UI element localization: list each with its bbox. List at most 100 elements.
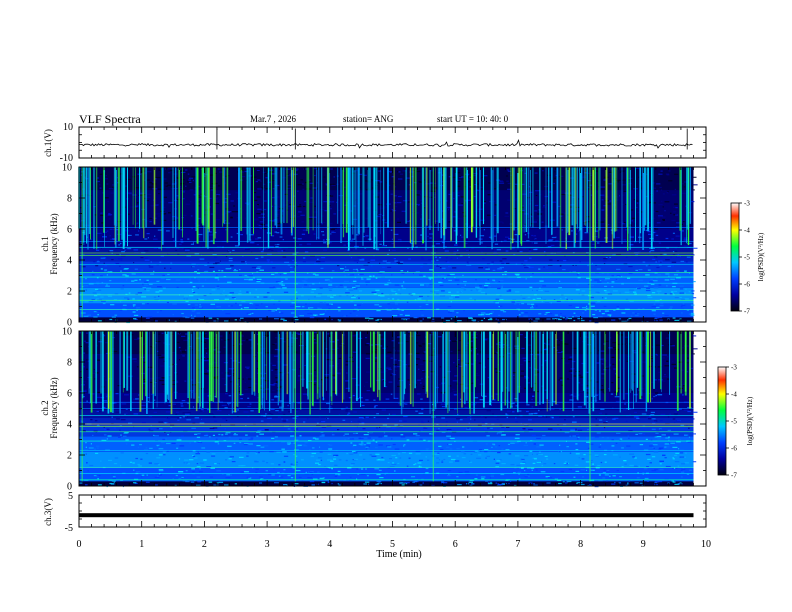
spectrogram-speckle bbox=[131, 280, 135, 282]
spectrogram-speckle bbox=[682, 467, 685, 469]
spectrogram-speckle bbox=[346, 288, 349, 291]
spectrogram-speckle bbox=[209, 476, 214, 478]
spectrogram-speckle bbox=[403, 445, 405, 447]
spectrogram-speckle bbox=[454, 244, 458, 246]
spectrogram-speckle bbox=[375, 277, 378, 279]
spectrogram-speckle bbox=[255, 304, 259, 306]
spectrogram-speckle bbox=[187, 402, 190, 404]
spectrogram-speckle bbox=[256, 296, 260, 298]
spectrogram-speckle bbox=[579, 425, 581, 427]
spectrogram-speckle bbox=[170, 426, 173, 428]
spectrogram-speckle bbox=[546, 392, 550, 394]
spectrogram-speckle bbox=[315, 462, 319, 464]
spectrogram-speckle bbox=[495, 482, 498, 484]
spectrogram-speckle bbox=[425, 456, 427, 458]
spectrogram-speckle bbox=[343, 244, 346, 246]
spectrogram-speckle bbox=[97, 478, 99, 480]
spectrogram-speckle bbox=[405, 314, 410, 316]
spectrogram-speckle bbox=[158, 193, 160, 195]
spectrogram-speckle bbox=[387, 266, 392, 268]
spectrogram-speckle bbox=[436, 462, 440, 464]
spectrogram-speckle bbox=[217, 185, 221, 187]
spectrogram-speckle bbox=[184, 169, 188, 171]
spectrogram-speckle bbox=[313, 211, 318, 213]
spectrogram-speckle bbox=[327, 333, 331, 335]
spectrogram-speckle bbox=[226, 339, 230, 341]
spectrogram-speckle bbox=[474, 183, 477, 186]
start-time-label: start UT = 10: 40: 0 bbox=[437, 114, 509, 124]
spectrogram-speckle bbox=[108, 188, 113, 190]
spectrogram-speckle bbox=[125, 293, 128, 295]
spectrogram-speckle bbox=[534, 210, 538, 212]
spectrogram-speckle bbox=[152, 237, 155, 239]
spectrogram-speckle bbox=[248, 386, 252, 389]
spectrogram-speckle bbox=[238, 391, 240, 393]
spectrogram-speckle bbox=[478, 314, 483, 316]
spectrogram-speckle bbox=[365, 416, 369, 418]
spectrogram-speckle bbox=[460, 291, 463, 293]
spectrogram-speckle bbox=[172, 383, 177, 386]
spectrogram-speckle bbox=[522, 461, 526, 463]
spectrogram-speckle bbox=[589, 332, 593, 334]
spectrogram-speckle bbox=[590, 305, 595, 307]
spectrogram-speckle bbox=[334, 230, 338, 232]
spectrogram-speckle bbox=[608, 183, 613, 185]
spectrogram-speckle bbox=[499, 424, 503, 426]
spectrogram-speckle bbox=[530, 303, 535, 305]
spectrogram-speckle bbox=[419, 484, 423, 486]
spectrogram-speckle bbox=[598, 246, 601, 248]
spectrogram-speckle bbox=[205, 279, 207, 281]
spectrogram-speckle bbox=[429, 373, 435, 375]
spectrogram-speckle bbox=[582, 227, 585, 229]
spectrogram-speckle bbox=[308, 307, 310, 309]
spectrogram-speckle bbox=[627, 277, 631, 279]
spectrogram-speckle bbox=[309, 182, 314, 184]
spectrogram-speckle bbox=[303, 332, 308, 334]
spectrogram-speckle bbox=[301, 306, 305, 308]
spectrogram-speckle bbox=[587, 303, 591, 305]
spectrogram-speckle bbox=[251, 176, 257, 178]
spectrogram-speckle bbox=[189, 201, 192, 203]
spectrogram-speckle bbox=[393, 372, 396, 374]
spectrogram-speckle bbox=[587, 283, 590, 285]
spectrogram-speckle bbox=[514, 437, 520, 439]
spectrogram-speckle bbox=[550, 408, 555, 410]
spectrogram-speckle bbox=[234, 409, 239, 411]
spectrogram-speckle bbox=[135, 234, 139, 236]
spectrogram-speckle bbox=[375, 427, 379, 429]
spectrogram-speckle bbox=[167, 434, 169, 436]
spectrogram-speckle bbox=[486, 427, 491, 429]
spectrogram-speckle bbox=[572, 316, 574, 318]
spectrogram-speckle bbox=[188, 179, 191, 181]
spectrogram-speckle bbox=[257, 208, 262, 210]
spectrogram-speckle bbox=[119, 309, 123, 311]
spectrogram-speckle bbox=[602, 401, 605, 403]
spectrogram-speckle bbox=[387, 365, 389, 368]
spectrogram-speckle bbox=[603, 205, 607, 207]
spectrogram-speckle bbox=[692, 247, 698, 249]
spectrogram-speckle bbox=[434, 220, 439, 222]
spectrogram-speckle bbox=[192, 307, 195, 309]
spectrogram-speckle bbox=[366, 448, 368, 450]
spectrogram-speckle bbox=[568, 378, 573, 380]
spectrogram-speckle bbox=[207, 262, 210, 264]
spectrogram-speckle bbox=[477, 424, 482, 426]
spectrogram-speckle bbox=[294, 283, 299, 285]
spectrogram-speckle bbox=[412, 375, 415, 377]
spectrogram-speckle bbox=[194, 253, 200, 255]
spectrogram-speckle bbox=[474, 419, 476, 421]
spectrogram-speckle bbox=[230, 236, 233, 238]
spectrogram-speckle bbox=[423, 275, 426, 277]
spectrogram-speckle bbox=[549, 259, 553, 261]
spectrogram-speckle bbox=[326, 359, 331, 361]
spectrogram-speckle bbox=[680, 383, 685, 385]
spectrogram-speckle bbox=[199, 417, 202, 420]
spectrogram-speckle bbox=[449, 437, 455, 439]
spectrogram-speckle bbox=[655, 234, 659, 236]
spectrogram-speckle bbox=[494, 243, 499, 245]
spectrogram-speckle bbox=[595, 222, 599, 224]
spectrogram-speckle bbox=[345, 364, 349, 366]
spectrogram-speckle bbox=[575, 264, 577, 266]
spectrogram-speckle bbox=[349, 240, 354, 242]
spectrogram-speckle bbox=[609, 337, 612, 339]
